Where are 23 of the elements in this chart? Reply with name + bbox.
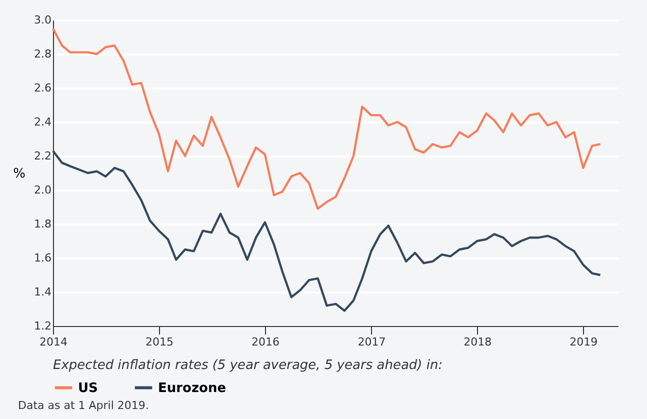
- y-tick-label: 2.4: [34, 116, 52, 128]
- y-tick-label: 2.2: [34, 150, 52, 162]
- text: Data as at 1 April 2019.: [17, 399, 150, 412]
- y-tick-label: 1.8: [34, 218, 52, 230]
- x-tick-label: 2014: [40, 336, 68, 348]
- x-tick-label: 2017: [358, 336, 386, 348]
- y-tick-label: 1.4: [34, 286, 52, 298]
- y-tick-label: 2.8: [34, 48, 52, 60]
- x-tick-label: 2016: [251, 336, 280, 348]
- y-tick-label: 1.6: [34, 252, 52, 264]
- legend-label: US: [78, 380, 98, 396]
- y-axis-title: %: [13, 166, 26, 182]
- x-tick-label: 2018: [464, 336, 492, 348]
- line-series: [52, 150, 602, 312]
- legend-title: Expected inflation rates (5 year average, 5 years ahead) in:: [53, 358, 443, 373]
- legend-label: Eurozone: [158, 380, 226, 396]
- y-tick-label: 3.0: [34, 14, 52, 26]
- y-tick-label: 2.6: [34, 82, 52, 94]
- y-tick-label: 2.0: [34, 184, 52, 196]
- line-series: [52, 27, 602, 210]
- y-tick-label: 1.2: [34, 320, 52, 332]
- x-tick-label: 2019: [570, 336, 598, 348]
- x-tick-label: 2015: [145, 336, 174, 348]
